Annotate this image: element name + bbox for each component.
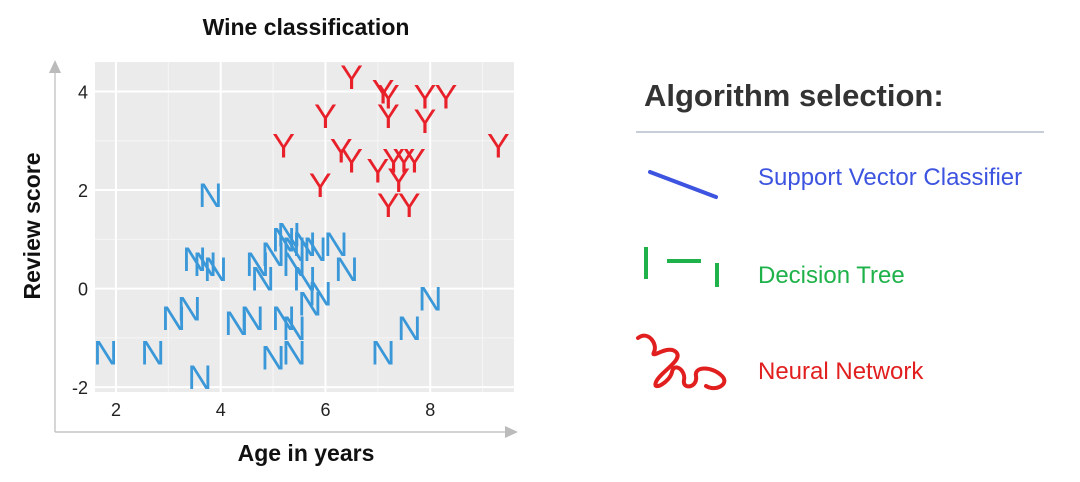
diagonal-line-icon: [648, 170, 718, 199]
point-n: N: [161, 300, 186, 338]
scatter-chart: Wine classification 2 4 6 8 -2 0 2 4 Age in yea…: [19, 14, 518, 466]
x-tick-label: 8: [425, 400, 435, 420]
chart-title: Wine classification: [203, 14, 410, 40]
x-tick-label: 4: [216, 400, 226, 420]
point-n: N: [93, 335, 118, 373]
point-n: N: [224, 305, 249, 343]
legend-heading: Algorithm selection:: [644, 78, 944, 113]
y-tick-label: 2: [78, 181, 88, 201]
point-n: N: [182, 241, 207, 279]
point-n: N: [282, 310, 307, 348]
point-y: Y: [314, 98, 337, 136]
point-y: Y: [414, 78, 437, 116]
point-n: N: [261, 236, 286, 274]
point-y: Y: [372, 74, 395, 112]
point-y: Y: [398, 187, 421, 225]
point-n: N: [282, 231, 307, 269]
legend-item-decision-tree: Decision Tree: [636, 242, 1066, 312]
y-tick-label: 4: [78, 83, 88, 103]
dashed-step-icon: [644, 247, 719, 287]
point-y: Y: [340, 59, 363, 97]
point-y: Y: [387, 162, 410, 200]
y-axis-label: Review score: [19, 152, 45, 299]
point-y: Y: [414, 103, 437, 141]
point-n: N: [240, 300, 265, 338]
x-axis-arrow-icon: [505, 426, 518, 438]
point-n: N: [292, 226, 317, 264]
point-y: Y: [377, 78, 400, 116]
x-axis-label: Age in years: [238, 440, 375, 466]
point-n: N: [261, 340, 286, 378]
point-n: N: [324, 226, 349, 264]
legend-label-neural-network: Neural Network: [758, 358, 924, 385]
point-n: N: [371, 335, 396, 373]
point-n: N: [177, 290, 202, 328]
point-n: N: [250, 261, 275, 299]
legend-label-decision-tree: Decision Tree: [758, 262, 905, 289]
point-n: N: [271, 221, 296, 259]
point-y: Y: [435, 78, 458, 116]
gridlines: [95, 62, 514, 392]
point-n: N: [282, 246, 307, 284]
point-y: Y: [309, 167, 332, 205]
x-tick-label: 2: [111, 400, 121, 420]
plot-area: [95, 62, 514, 392]
point-y: Y: [377, 98, 400, 136]
point-n: N: [277, 216, 302, 254]
point-n: N: [418, 280, 443, 318]
legend-item-neural-network: Neural Network: [636, 330, 1066, 400]
point-y: Y: [403, 143, 426, 181]
point-n: N: [397, 310, 422, 348]
point-y: Y: [393, 143, 416, 181]
point-y: Y: [340, 143, 363, 181]
point-n: N: [271, 300, 296, 338]
algorithm-legend: Algorithm selection: Support Vector Clas…: [636, 76, 1066, 406]
point-n: N: [245, 246, 270, 284]
tick-labels: 2 4 6 8 -2 0 2 4: [72, 83, 435, 420]
point-y: Y: [382, 143, 405, 181]
point-n: N: [140, 335, 165, 373]
x-tick-label: 6: [320, 400, 330, 420]
point-n: N: [308, 275, 333, 313]
legend-item-svc: Support Vector Classifier: [636, 160, 1066, 230]
point-n: N: [292, 261, 317, 299]
point-n: N: [297, 285, 322, 323]
point-n: N: [193, 246, 218, 284]
point-n: N: [203, 251, 228, 289]
point-n: N: [198, 177, 223, 215]
y-axis-arrow-icon: [49, 60, 61, 73]
point-y: Y: [330, 133, 353, 171]
point-y: Y: [366, 152, 389, 190]
point-n: N: [187, 359, 212, 397]
point-n: N: [282, 335, 307, 373]
point-n: N: [303, 231, 328, 269]
point-y: Y: [272, 128, 295, 166]
point-n: N: [334, 251, 359, 289]
legend-label-svc: Support Vector Classifier: [758, 164, 1023, 191]
squiggle-icon: [636, 333, 727, 391]
point-y: Y: [487, 128, 510, 166]
y-tick-label: -2: [72, 378, 88, 398]
legend-divider: [636, 131, 1044, 133]
point-y: Y: [377, 187, 400, 225]
y-tick-label: 0: [78, 280, 88, 300]
